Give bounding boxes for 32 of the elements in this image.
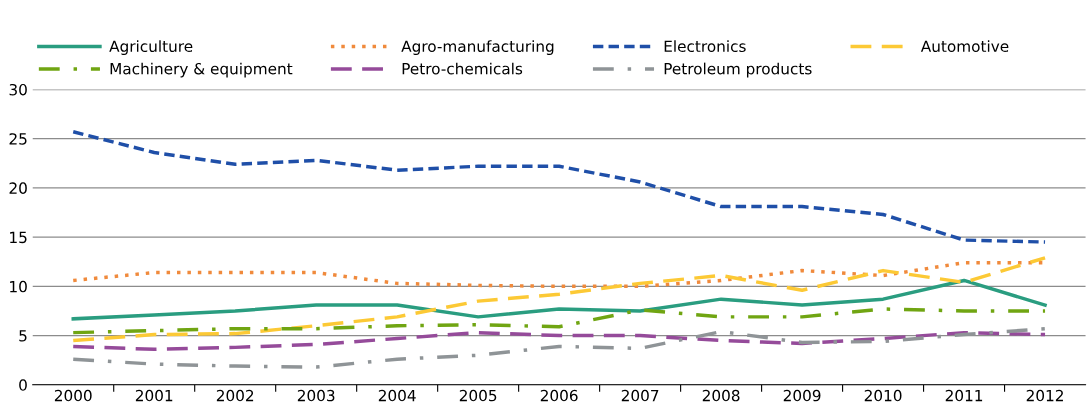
- x-tick-label: 2011: [945, 389, 983, 402]
- y-tick-label: 20: [9, 182, 27, 194]
- y-tick-label: 0: [19, 379, 27, 391]
- y-tick-label: 15: [10, 231, 27, 244]
- y-tick-label: 10: [10, 280, 27, 293]
- legend-label: Agriculture: [109, 40, 193, 55]
- x-tick-label: 2010: [864, 389, 902, 402]
- x-tick-label: 2012: [1026, 389, 1063, 402]
- legend-label: Petroleum products: [664, 62, 812, 78]
- x-tick-label: 2001: [135, 389, 173, 402]
- y-tick-label: 5: [19, 330, 27, 342]
- legend-label: Agro-manufacturing: [401, 40, 554, 55]
- legend-label: Automotive: [920, 40, 1009, 53]
- line-series: [71, 307, 1047, 335]
- x-tick-label: 2009: [783, 389, 821, 402]
- x-tick-label: 2000: [54, 389, 92, 402]
- legend-label: Petro-chemicals: [402, 62, 523, 75]
- x-tick-label: 2008: [702, 389, 740, 402]
- x-tick-label: 2006: [540, 389, 578, 402]
- line-series: [71, 330, 1047, 352]
- x-tick-label: 2007: [621, 389, 659, 402]
- x-tick-label: 2005: [459, 389, 497, 402]
- legend-label: Machinery & equipment: [110, 62, 293, 78]
- y-tick-label: 25: [9, 133, 27, 145]
- x-tick-label: 2002: [216, 389, 254, 402]
- line-series: [71, 278, 1047, 321]
- line-series: [71, 130, 1047, 244]
- x-tick-label: 2003: [297, 389, 335, 402]
- line-series: [71, 256, 1047, 343]
- legend-label: Electronics: [664, 40, 746, 53]
- y-tick-label: 30: [9, 83, 27, 96]
- x-tick-label: 2004: [378, 389, 416, 402]
